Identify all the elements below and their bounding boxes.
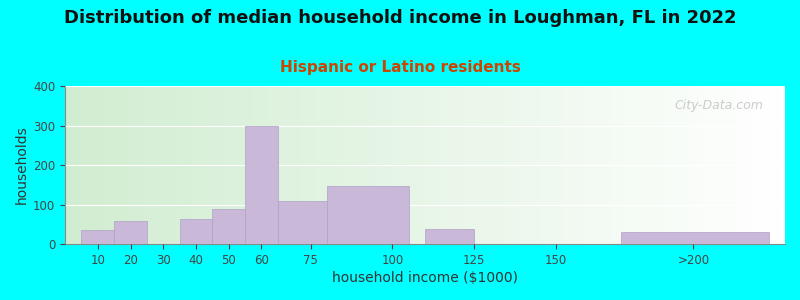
Bar	[180, 219, 212, 244]
Bar	[278, 201, 327, 244]
X-axis label: household income ($1000): household income ($1000)	[332, 271, 518, 285]
Text: Hispanic or Latino residents: Hispanic or Latino residents	[279, 60, 521, 75]
Bar	[622, 232, 769, 244]
Text: City-Data.com: City-Data.com	[674, 99, 763, 112]
Bar	[425, 229, 474, 244]
Bar	[212, 209, 245, 244]
Bar	[82, 230, 114, 244]
Text: Distribution of median household income in Loughman, FL in 2022: Distribution of median household income …	[64, 9, 736, 27]
Y-axis label: households: households	[15, 126, 29, 204]
Bar	[114, 221, 147, 244]
Bar	[245, 125, 278, 244]
Bar	[327, 186, 409, 244]
